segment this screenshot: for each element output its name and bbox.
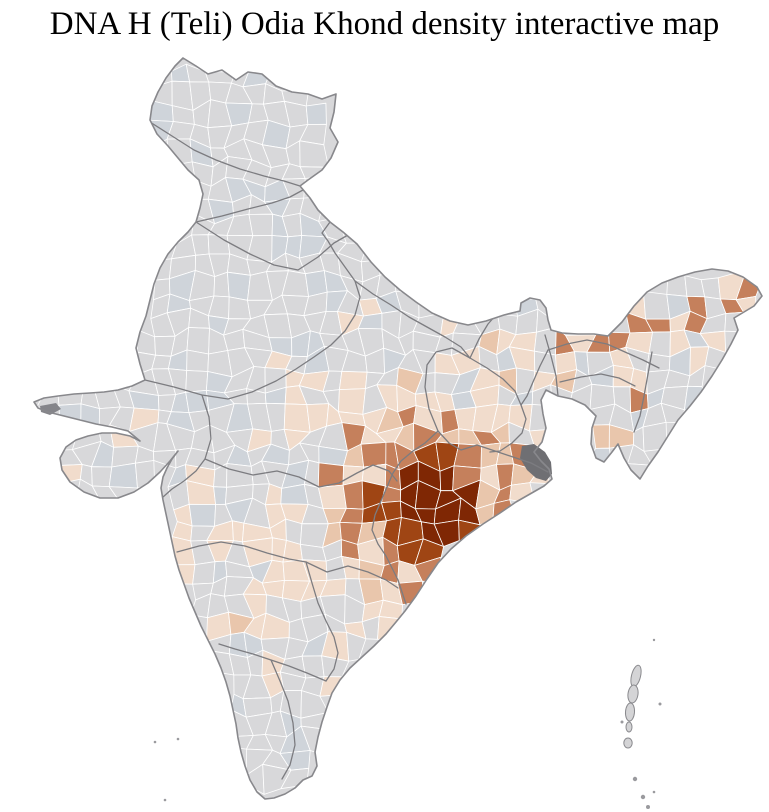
district-cell[interactable] bbox=[627, 463, 653, 491]
island[interactable] bbox=[629, 664, 643, 688]
district-cell[interactable] bbox=[342, 480, 364, 510]
district-cell[interactable] bbox=[58, 403, 82, 425]
island[interactable] bbox=[624, 702, 636, 722]
district-cell[interactable] bbox=[150, 258, 172, 281]
district-cell[interactable] bbox=[360, 441, 387, 468]
district-cell[interactable] bbox=[231, 520, 245, 543]
district-cell[interactable] bbox=[151, 354, 172, 370]
andaman-nicobar-islands[interactable] bbox=[620, 638, 662, 809]
district-cell[interactable] bbox=[299, 166, 330, 179]
island[interactable] bbox=[625, 721, 633, 733]
district-cell[interactable] bbox=[317, 484, 347, 509]
district-cell[interactable] bbox=[643, 291, 671, 320]
island[interactable] bbox=[163, 798, 167, 802]
district-cell[interactable] bbox=[207, 234, 231, 255]
district-cell[interactable] bbox=[80, 403, 100, 434]
island[interactable] bbox=[632, 776, 638, 782]
state-borders bbox=[144, 121, 660, 780]
coastline-outline bbox=[33, 57, 763, 800]
district-cell[interactable] bbox=[592, 424, 610, 449]
district-mesh bbox=[36, 63, 762, 795]
district-cell[interactable] bbox=[317, 462, 344, 488]
island[interactable] bbox=[640, 794, 646, 800]
district-cell[interactable] bbox=[263, 313, 293, 339]
district-cell[interactable] bbox=[192, 561, 216, 585]
district-cell[interactable] bbox=[642, 421, 668, 452]
island[interactable] bbox=[646, 805, 650, 809]
island[interactable] bbox=[176, 737, 180, 741]
district-cell[interactable] bbox=[134, 460, 156, 489]
district-cell[interactable] bbox=[305, 102, 327, 125]
island[interactable] bbox=[652, 638, 656, 642]
lakshadweep-islands[interactable] bbox=[153, 737, 180, 802]
district-cell[interactable] bbox=[185, 370, 209, 393]
district-cell[interactable] bbox=[515, 367, 536, 396]
district-cell[interactable] bbox=[724, 311, 745, 333]
island[interactable] bbox=[627, 684, 639, 704]
district-cell[interactable] bbox=[188, 503, 217, 527]
kutch-creek-patch bbox=[40, 403, 61, 415]
district-cell[interactable] bbox=[226, 271, 251, 301]
island[interactable] bbox=[153, 740, 157, 744]
district-cell[interactable] bbox=[91, 466, 113, 488]
island[interactable] bbox=[658, 702, 662, 706]
island[interactable] bbox=[620, 720, 624, 724]
district-cell[interactable] bbox=[283, 403, 311, 433]
map-title: DNA H (Teli) Odia Khond density interact… bbox=[49, 6, 720, 42]
district-cell[interactable] bbox=[147, 80, 173, 106]
district-cell[interactable] bbox=[186, 327, 210, 355]
district-cell[interactable] bbox=[213, 271, 230, 298]
district-cell[interactable] bbox=[168, 564, 196, 585]
district-cell[interactable] bbox=[301, 655, 325, 679]
district-cell[interactable] bbox=[397, 580, 425, 606]
district-cell[interactable] bbox=[337, 388, 366, 415]
island[interactable] bbox=[623, 737, 633, 749]
district-cell[interactable] bbox=[186, 349, 210, 372]
district-cell[interactable] bbox=[226, 463, 254, 488]
district-cell[interactable] bbox=[213, 486, 228, 505]
sundarbans-delta bbox=[520, 444, 552, 481]
district-cell[interactable] bbox=[166, 138, 193, 167]
island[interactable] bbox=[652, 790, 656, 794]
district-cell[interactable] bbox=[248, 213, 274, 237]
district-cell[interactable] bbox=[338, 370, 368, 391]
district-cell[interactable] bbox=[108, 462, 138, 489]
